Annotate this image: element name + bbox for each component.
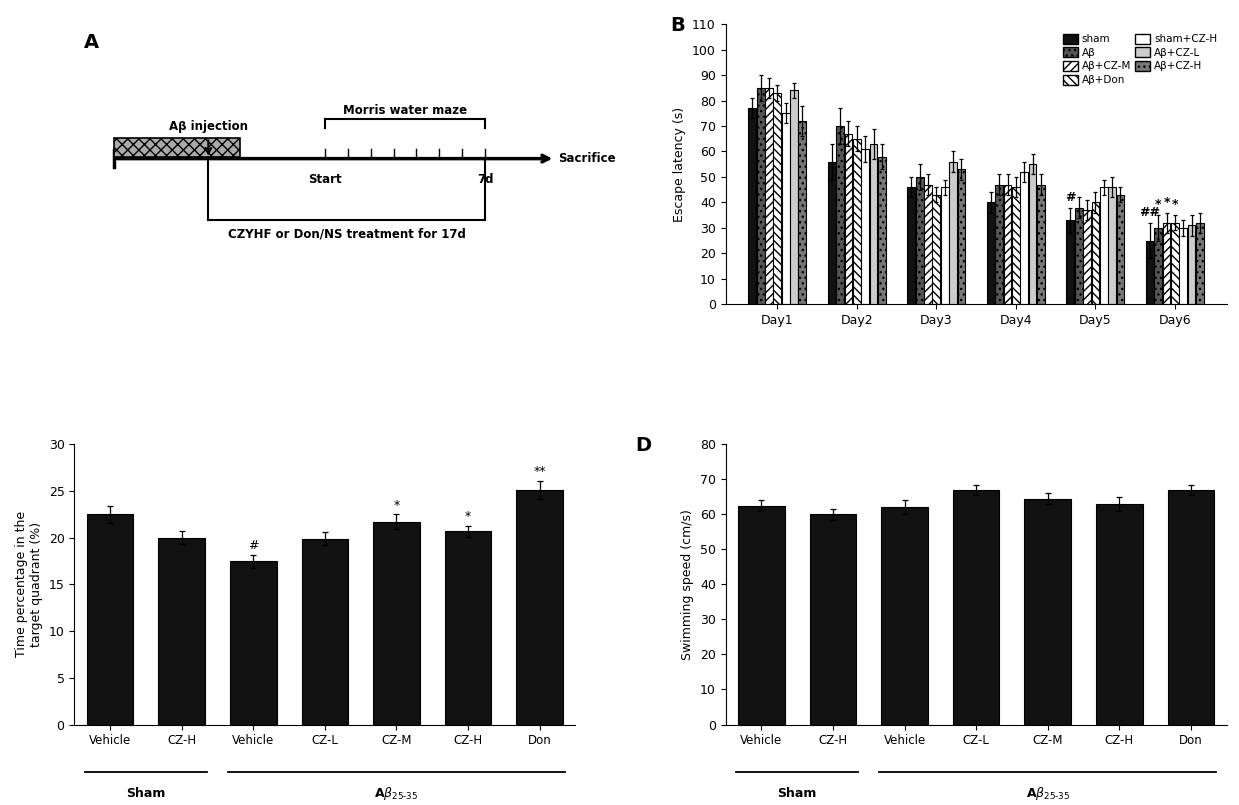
Text: ##: ## xyxy=(1140,206,1161,219)
Bar xyxy=(1146,241,1154,304)
Bar xyxy=(445,531,491,724)
Bar xyxy=(159,538,204,724)
Bar xyxy=(1004,184,1011,304)
Bar xyxy=(766,88,773,304)
Bar xyxy=(1097,504,1142,724)
Y-axis label: Swimming speed (cm/s): Swimming speed (cm/s) xyxy=(681,509,694,660)
Bar xyxy=(1171,223,1178,304)
Bar xyxy=(1067,221,1074,304)
Bar xyxy=(230,561,276,724)
Bar xyxy=(870,144,877,304)
Bar xyxy=(852,138,861,304)
Bar xyxy=(878,157,886,304)
Legend: sham, Aβ, Aβ+CZ-M, Aβ+Don, sham+CZ-H, Aβ+CZ-L, Aβ+CZ-H: sham, Aβ, Aβ+CZ-M, Aβ+Don, sham+CZ-H, Aβ… xyxy=(1059,29,1222,89)
Bar xyxy=(907,187,916,304)
Y-axis label: Escape latency (s): Escape latency (s) xyxy=(674,106,686,222)
Text: Sacrifice: Sacrifice xyxy=(558,152,616,165)
Text: *: * xyxy=(1163,196,1170,208)
Bar xyxy=(1092,202,1099,304)
Bar xyxy=(798,121,807,304)
Bar xyxy=(828,162,835,304)
Text: Sham: Sham xyxy=(778,787,817,800)
Bar xyxy=(790,90,798,304)
Bar xyxy=(1155,228,1162,304)
Bar xyxy=(1167,490,1214,724)
Bar xyxy=(1100,187,1108,304)
Bar xyxy=(881,507,928,724)
Bar xyxy=(953,490,1000,724)
Bar xyxy=(1012,187,1020,304)
Text: *: * xyxy=(1172,198,1178,212)
Bar xyxy=(373,522,420,724)
Bar xyxy=(1116,195,1124,304)
Text: Morris water maze: Morris water maze xyxy=(343,104,467,117)
Text: Start: Start xyxy=(309,172,342,186)
Y-axis label: Time percentage in the
target quadrant (%): Time percentage in the target quadrant (… xyxy=(15,511,43,658)
Bar xyxy=(748,108,756,304)
Bar xyxy=(757,88,764,304)
Bar xyxy=(861,149,869,304)
Text: Aβ injection: Aβ injection xyxy=(169,121,248,134)
Bar xyxy=(949,162,957,304)
Text: CZYHF or Don/NS treatment for 17d: CZYHF or Don/NS treatment for 17d xyxy=(228,227,466,240)
Text: **: ** xyxy=(533,465,546,478)
Text: #: # xyxy=(248,539,259,551)
Bar xyxy=(1188,225,1196,304)
Bar xyxy=(940,187,949,304)
Text: Sham: Sham xyxy=(126,787,166,800)
Bar xyxy=(87,514,134,724)
Text: 7d: 7d xyxy=(477,172,493,186)
Bar xyxy=(1196,223,1204,304)
Bar xyxy=(987,202,995,304)
Text: *: * xyxy=(393,498,399,512)
Bar xyxy=(114,138,239,157)
Bar xyxy=(958,169,965,304)
Bar xyxy=(1025,498,1070,724)
Bar xyxy=(836,126,844,304)
Text: A$\beta_{25\text{-}35}$: A$\beta_{25\text{-}35}$ xyxy=(1026,786,1069,803)
Text: D: D xyxy=(636,436,652,455)
Bar xyxy=(773,93,782,304)
Bar xyxy=(517,490,563,724)
Text: A: A xyxy=(84,32,99,52)
Bar xyxy=(1021,171,1028,304)
Bar xyxy=(1162,223,1171,304)
Text: *: * xyxy=(1155,198,1161,212)
Bar xyxy=(995,184,1004,304)
Text: *: * xyxy=(465,510,471,522)
Bar xyxy=(782,114,789,304)
Bar xyxy=(933,195,940,304)
Bar xyxy=(1037,184,1044,304)
Bar xyxy=(301,539,348,724)
Bar xyxy=(810,514,856,724)
Bar xyxy=(916,177,923,304)
Bar xyxy=(924,184,932,304)
Bar xyxy=(1180,228,1187,304)
Text: A$\beta_{25\text{-}35}$: A$\beta_{25\text{-}35}$ xyxy=(374,786,419,803)
Bar xyxy=(1028,164,1037,304)
Bar xyxy=(1074,208,1083,304)
Bar xyxy=(1083,210,1090,304)
Bar xyxy=(738,506,784,724)
Bar xyxy=(845,134,852,304)
Text: #: # xyxy=(1066,191,1075,204)
Bar xyxy=(1108,187,1116,304)
Text: B: B xyxy=(670,16,685,35)
